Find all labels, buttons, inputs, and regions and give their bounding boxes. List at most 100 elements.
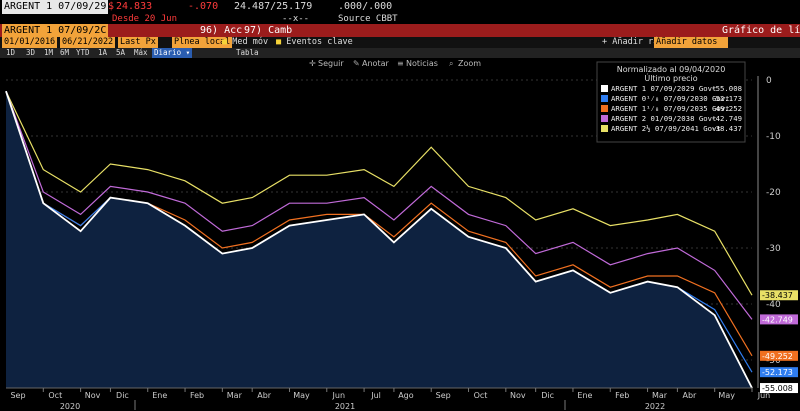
legend-swatch [601,105,608,112]
legend-swatch [601,125,608,132]
table-button[interactable]: Tabla [236,48,259,57]
last-value-tag: -42.749 [760,314,798,325]
last-value-text: -49.252 [762,352,793,361]
y-tick-label: -20 [766,188,781,198]
legend-series-value: -38.437 [711,124,742,133]
sub-header: Desde 20 Jun --x-- Source CBBT [0,14,800,24]
period-max[interactable]: Máx [134,48,148,57]
end-date-field[interactable]: 06/21/2022 [60,37,116,48]
legend-series-name: ARGENT 1 07/09/2029 Govt [611,84,716,93]
zoom-label: Zoom [458,59,481,68]
yield-bid-ask: .000/.000 [338,1,393,12]
line-style-select[interactable]: Plnea local [172,37,233,48]
period-6m[interactable]: 6M [60,48,70,57]
price-change: -.070 [188,1,219,12]
zoom-tool[interactable]: ⌕ Zoom [449,59,481,68]
x-tick-label: Ago [398,391,414,400]
y-tick-label: -40 [766,300,781,310]
chart-toolbar: 01/01/2016 06/21/2022 Last Px Plnea loca… [0,37,800,48]
bid-ask: 24.487/25.179 [234,1,313,12]
legend-item[interactable]: ARGENT 1¹⁄₈ 07/09/2035 Govt-49.252 [601,104,742,113]
x-tick-label: Dic [541,391,554,400]
zoom-icon: ⌕ [449,59,453,68]
x-tick-label: Abr [682,391,697,400]
legend-series-value: -49.252 [711,104,742,113]
x-tick-label: Ene [577,391,592,400]
since-date: Desde 20 Jun [112,14,178,24]
y-tick-label: 0 [766,76,772,86]
last-value-box [760,290,798,301]
checkbox-icon: ■ [222,37,228,47]
news-label: Noticias [406,59,438,68]
legend-swatch [601,85,608,92]
change-menu[interactable]: 97) Camb [244,25,293,36]
legend-swatch [601,95,608,102]
add-quick-button[interactable]: + Añadir rápi [602,37,669,47]
moving-average-toggle[interactable]: ■ Med móv [222,37,268,48]
last-value-tag: -52.173 [760,367,798,378]
legend-item[interactable]: ARGENT 0¹⁄₈ 07/09/2030 Govt-52.173 [601,94,742,103]
x-tick-label: Abr [257,391,272,400]
security-ticker[interactable]: ARGENT 1 07/09/29 [2,0,109,14]
period-5a[interactable]: 5A [116,48,126,57]
x-tick-label: Ene [152,391,167,400]
news-tool[interactable]: ≡ Noticias [397,59,438,68]
security-field[interactable]: ARGENT 1 07/09/2C [2,24,109,37]
legend-series-value: -42.749 [711,114,742,123]
frequency-label: Diario [154,48,182,57]
legend-item[interactable]: ARGENT 1 07/09/2029 Govt-55.008 [601,84,742,93]
x-tick-label: Sep [10,391,25,400]
separator: --x-- [282,14,310,24]
y-tick-label: -50 [766,356,781,366]
period-1a[interactable]: 1A [98,48,108,57]
pricing-source: Source CBBT [338,14,398,24]
last-price: 24.833 [116,1,153,12]
function-bar: ARGENT 1 07/09/2C 96) Acc 97) Camb Gráfi… [0,24,800,37]
add-data-input[interactable]: Añadir datos [654,37,728,48]
last-value-text: -55.008 [762,384,793,393]
y-axis: 0 -10 -20 -30 -40 -50 [757,76,781,388]
last-value-labels: -55.008 -52.173 -49.252 -42.749 -38.437 [760,290,798,394]
key-events-toggle[interactable]: ■ Eventos clave [276,37,353,48]
last-value-tag: -55.008 [760,383,798,394]
period-ytd[interactable]: YTD [76,48,90,57]
last-value-text: -42.749 [762,315,793,324]
legend-item[interactable]: ARGENT 2½ 07/09/2041 Govt-38.437 [601,124,742,133]
series-line [5,90,753,320]
last-value-text: -52.173 [762,368,793,377]
series-line [5,90,753,296]
annotate-icon: ✎ [353,59,360,68]
x-tick-label: May [293,391,310,400]
x-tick-label: Jun [757,391,771,400]
follow-tool[interactable]: ✛ Seguir [309,59,344,68]
annotate-tool[interactable]: ✎ Anotar [353,59,389,68]
year-label: 2022 [645,402,665,411]
year-label: 2020 [60,402,80,411]
y-tick-label: -10 [766,132,781,142]
legend-swatch [601,115,608,122]
last-value-box [760,350,798,361]
x-tick-label: Dic [116,391,129,400]
period-1m[interactable]: 1M [44,48,54,57]
chart-tools: ✛ Seguir ✎ Anotar ≡ Noticias ⌕ Zoom [309,59,481,68]
period-1d[interactable]: 1D [6,48,16,57]
price-field-select[interactable]: Last Px [118,37,158,48]
start-date-field[interactable]: 01/01/2016 [2,37,58,48]
annotate-label: Anotar [362,59,389,68]
last-value-box [760,383,798,394]
x-tick-label: Mar [652,391,668,400]
frequency-select[interactable]: Diario ▾ [152,48,193,58]
follow-icon: ✛ [309,59,316,68]
actions-menu[interactable]: 96) Acc [200,25,243,36]
year-label: 2021 [335,402,355,411]
function-title: Gráfico de líneas [722,25,800,36]
legend-series-value: -52.173 [711,94,742,103]
price-prefix: $ [108,1,115,12]
x-tick-label: Nov [510,391,526,400]
legend-series-name: ARGENT 2 01/09/2038 Govt [611,114,716,123]
legend-series-name: ARGENT 0¹⁄₈ 07/09/2030 Govt [611,94,730,103]
x-tick-label: Nov [85,391,101,400]
news-icon: ≡ [397,59,404,68]
period-3d[interactable]: 3D [26,48,36,57]
legend-item[interactable]: ARGENT 2 01/09/2038 Govt-42.749 [601,114,742,123]
